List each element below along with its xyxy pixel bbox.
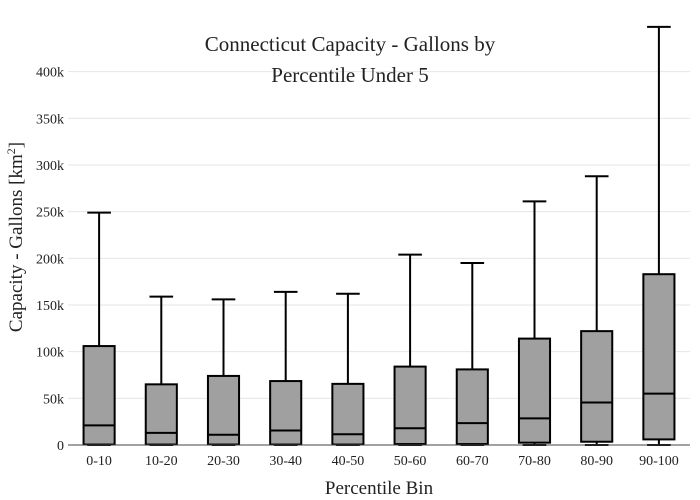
y-axis-title: Capacity - Gallons [km2] [4, 142, 27, 332]
iqr-box [393, 365, 427, 446]
iqr-box [144, 383, 178, 446]
box-50-60 [393, 253, 427, 446]
y-tick-label: 100k [36, 346, 64, 361]
box-20-30 [206, 298, 241, 446]
iqr-box [455, 368, 489, 446]
y-axis-title-main: Capacity - Gallons [km [6, 154, 27, 332]
box-70-80 [517, 200, 552, 446]
iqr-box [331, 382, 365, 446]
y-tick-labels: 0 50k 100k 150k 200k 250k 300k 350k 400k [36, 66, 64, 454]
x-tick-label: 0-10 [86, 454, 112, 469]
iqr-box [642, 273, 676, 441]
y-tick-label: 200k [36, 252, 64, 267]
y-axis-title-superscript: 2 [4, 148, 18, 154]
chart-title-line-1: Connecticut Capacity - Gallons by [205, 32, 496, 56]
x-tick-label: 30-40 [269, 454, 302, 469]
iqr-box [580, 330, 614, 443]
x-tick-labels: 0-10 10-20 20-30 30-40 40-50 50-60 60-70 70-80 8… [86, 454, 678, 469]
chart-title-line-2: Percentile Under 5 [271, 63, 428, 87]
y-tick-label: 350k [36, 112, 64, 127]
box-60-70 [455, 262, 489, 446]
y-tick-label: 300k [36, 159, 64, 174]
box-series [82, 25, 676, 446]
x-tick-label: 50-60 [394, 454, 427, 469]
y-tick-label: 150k [36, 299, 64, 314]
x-tick-label: 40-50 [332, 454, 365, 469]
x-tick-label: 90-100 [639, 454, 679, 469]
y-tick-label: 0 [57, 439, 64, 454]
iqr-box [517, 337, 552, 444]
box-90-100 [642, 25, 676, 446]
box-40-50 [331, 292, 365, 446]
y-tick-label: 400k [36, 66, 64, 81]
x-tick-label: 10-20 [145, 454, 178, 469]
y-tick-label: 50k [43, 392, 64, 407]
box-80-90 [580, 175, 614, 446]
x-tick-label: 20-30 [207, 454, 240, 469]
box-0-10 [82, 211, 116, 446]
y-axis-title-close: ] [6, 142, 27, 148]
box-10-20 [144, 295, 178, 446]
x-tick-label: 80-90 [580, 454, 613, 469]
x-axis-title: Percentile Bin [325, 478, 434, 499]
x-tick-label: 60-70 [456, 454, 489, 469]
box-30-40 [269, 290, 303, 446]
y-tick-label: 250k [36, 206, 64, 221]
x-tick-label: 70-80 [518, 454, 551, 469]
iqr-box [269, 380, 303, 446]
gridlines [68, 71, 690, 399]
iqr-box [82, 345, 116, 446]
